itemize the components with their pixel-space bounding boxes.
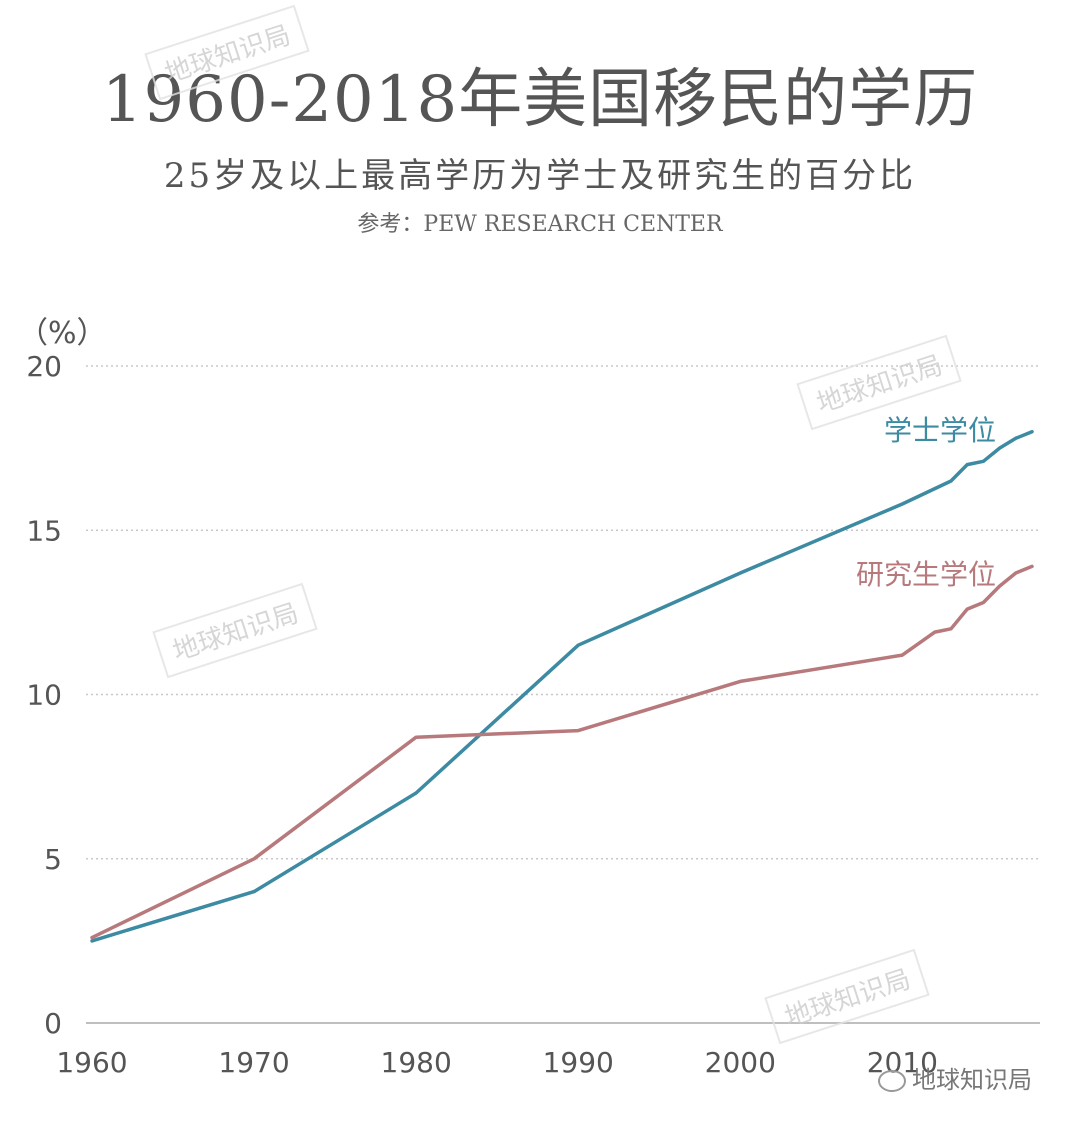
brand-footer: 地球知识局 [878, 1060, 1032, 1095]
series-label-2: 研究生学位 [856, 558, 996, 591]
x-tick-label: 2000 [705, 1046, 776, 1079]
series-line-2 [90, 564, 1034, 940]
brand-name: 地球知识局 [912, 1066, 1032, 1094]
x-tick-label: 1960 [56, 1046, 127, 1079]
y-axis-unit-label: （%） [18, 316, 107, 351]
series-label-1: 学士学位 [884, 414, 996, 447]
series-line-1 [90, 429, 1034, 943]
chart-title: 1960-2018年美国移民的学历 [101, 63, 979, 137]
chart-source: 参考：PEW RESEARCH CENTER [357, 212, 723, 237]
x-tick-label: 1980 [381, 1046, 452, 1079]
x-tick-label: 1990 [543, 1046, 614, 1079]
y-tick-label: 15 [26, 514, 62, 547]
wechat-icon [878, 1070, 906, 1092]
chart-subtitle: 25岁及以上最高学历为学士及研究生的百分比 [163, 156, 917, 196]
y-tick-label: 0 [44, 1007, 62, 1040]
y-tick-label: 20 [26, 350, 62, 383]
y-tick-label: 5 [44, 843, 62, 876]
y-tick-label: 10 [26, 679, 62, 712]
x-tick-label: 1970 [218, 1046, 289, 1079]
